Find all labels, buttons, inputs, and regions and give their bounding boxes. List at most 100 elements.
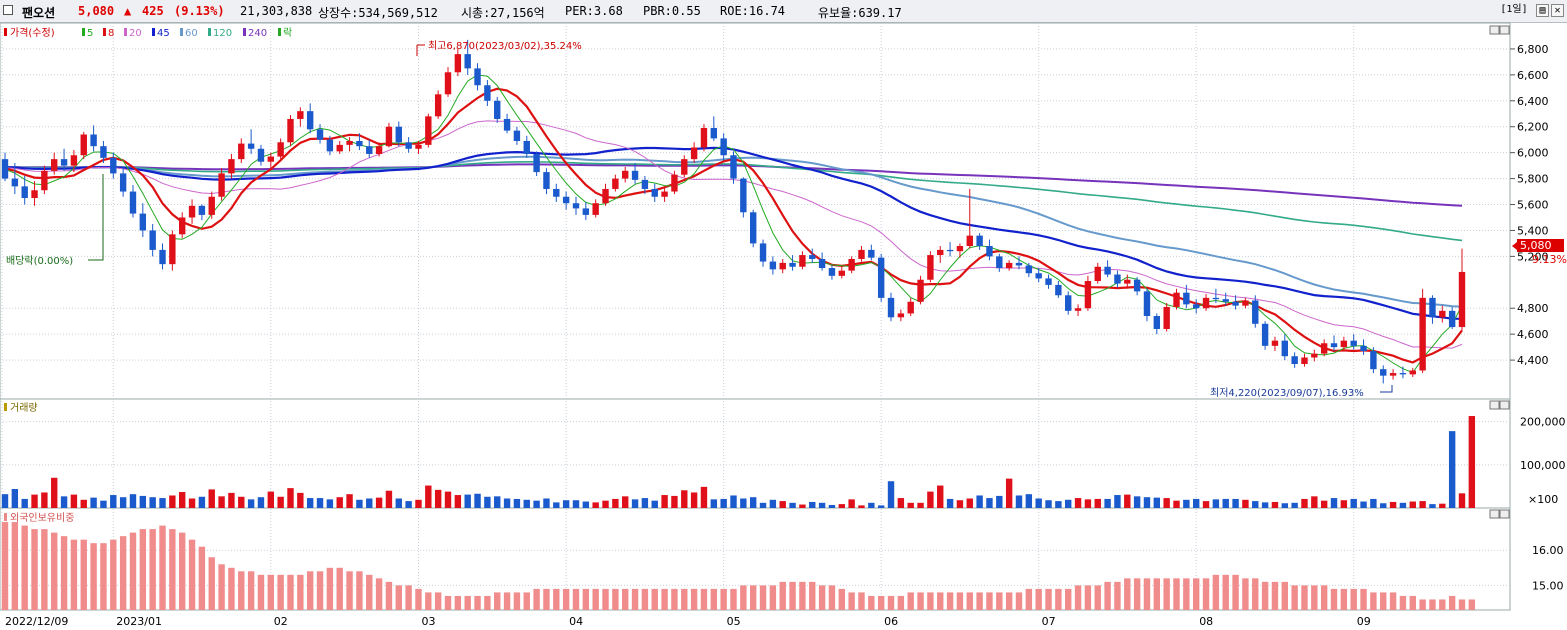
foreign-ratio-bar [533,588,540,610]
candle-body [779,262,786,270]
volume-bar [1330,498,1338,508]
volume-bar [51,477,58,508]
candle-body [1311,353,1318,358]
candle-body [1389,373,1397,376]
volume-bar [169,495,176,508]
volume-bar [297,492,304,508]
foreign-ratio-bar [31,529,38,610]
foreign-ratio-bar [582,588,590,610]
foreign-ratio-bar [326,567,334,610]
candle-body [139,213,147,231]
foreign-ratio-bar [1,522,9,610]
close-panel-icon[interactable] [1499,509,1510,519]
volume-bar [385,490,393,508]
foreign-ratio-bar [375,578,383,610]
foreign-ratio-bar [1084,585,1092,610]
volume-bar [671,495,678,508]
current-price-tag [1517,239,1564,252]
dividend-pointer-icon [88,174,104,261]
volume-bar [838,504,845,508]
y-tick-label: 4,800 [1517,302,1549,315]
foreign-ratio-bar [1192,578,1200,610]
candle-body [395,126,402,143]
volume-bar [1055,501,1062,508]
volume-bar [533,500,540,508]
volume-bar [1370,498,1377,508]
volume-bar [1232,498,1239,508]
volume-bar [1222,498,1229,508]
minimize-icon[interactable] [1489,509,1500,519]
foreign-ratio-bar [996,592,1003,610]
foreign-ratio-bar [110,539,117,610]
volume-panel-controls[interactable] [1489,400,1510,410]
period-button[interactable]: [1일] [1500,4,1528,15]
foreign-ratio-bar [631,588,639,610]
candle-body [523,140,530,154]
volume-bar [582,501,590,508]
candle-body [1360,345,1367,352]
volume-bar [1389,501,1397,508]
ma-legend-label: 20 [129,28,142,39]
volume-bar [444,491,452,508]
volume-bar [1458,493,1466,508]
legend-marker [4,28,7,36]
candle-body [572,203,580,209]
close-panel-icon[interactable] [1499,400,1510,410]
volume-bar [277,496,284,508]
candle-body [1429,297,1436,318]
candle-body [415,144,422,149]
candle-body [1025,265,1033,274]
volume-bar [1124,494,1131,508]
copy-icon[interactable]: ▤ [1536,4,1549,17]
foreign-ratio-bar [1065,588,1072,610]
foreign-ratio-bar [897,595,905,610]
y-tick-label: 4,400 [1517,354,1549,367]
close-panel-icon[interactable] [1499,25,1510,35]
volume-bar [1153,497,1161,508]
foreign-ratio-bar [494,592,501,610]
foreign-ratio-bar [838,588,845,610]
foreign-ratio-bar [1015,592,1023,610]
candle-body [631,170,639,180]
volume-bar [149,497,156,508]
candle-body [1153,316,1161,329]
volume-bar [740,498,747,508]
foreign-ratio-bar [602,588,609,610]
candle-body [375,146,383,154]
stock-name[interactable]: 팬오션 [22,6,56,20]
close-icon[interactable]: ✕ [1551,4,1564,17]
volume-bar [789,502,796,508]
y-tick-label: 6,400 [1517,95,1549,108]
candle-body [562,196,570,204]
foreign-ratio-bar [809,581,816,610]
volume-bar [562,500,570,508]
candle-body [513,130,521,141]
volume-bar [129,494,137,508]
candle-body [1094,266,1101,282]
foreign-ratio-bar [572,588,580,610]
listed-shares: 상장수:534,569,512 [318,6,438,20]
foreign-panel-controls[interactable] [1489,509,1510,519]
volume-bar [927,491,934,508]
price-panel-controls[interactable] [1489,25,1510,35]
candle-body [622,170,629,179]
foreign-ratio-bar [937,592,944,610]
foreign-ratio-bar [287,574,294,610]
select-checkbox[interactable] [3,5,13,15]
candle-body [1399,373,1407,375]
volume-bar [80,499,87,508]
volume-bar [484,496,491,508]
volume-unit: ×100 [1528,493,1558,506]
candle-body [917,279,924,302]
candle-body [1261,323,1269,346]
minimize-icon[interactable] [1489,400,1500,410]
foreign-ratio-bar [740,585,747,610]
foreign-ratio-bar [927,592,934,610]
candle-body [1143,291,1151,317]
foreign-ratio-bar [641,588,649,610]
foreign-ratio-bar [1045,588,1052,610]
foreign-ratio-bar [306,571,314,610]
minimize-icon[interactable] [1489,25,1500,35]
candle-body [533,153,540,173]
